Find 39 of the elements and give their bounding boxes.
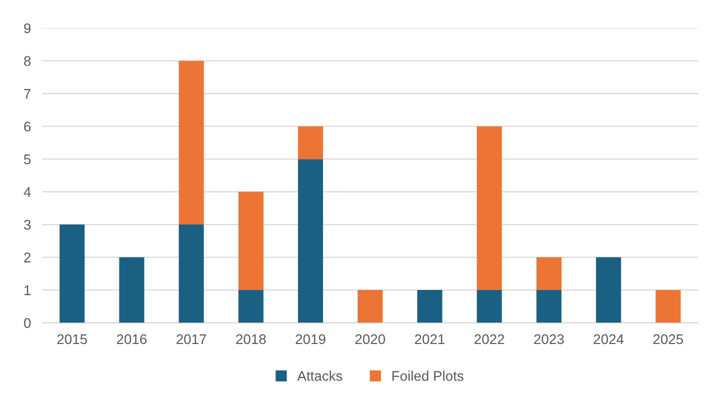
x-tick-label: 2017 (176, 334, 206, 344)
y-tick-label: 9 (24, 23, 31, 34)
y-tick-label: 4 (24, 187, 31, 197)
x-tick-label: 2023 (534, 334, 564, 344)
y-tick-label: 5 (24, 154, 31, 164)
x-tick-label: 2018 (236, 334, 266, 344)
bar (298, 159, 324, 323)
bar (476, 290, 502, 323)
y-tick-label: 1 (24, 286, 31, 296)
y-tick-label: 2 (24, 252, 30, 262)
x-tick-label: 2020 (355, 334, 386, 344)
y-tick-label: 3 (24, 220, 31, 230)
legend-label: Foiled Plots (392, 370, 464, 381)
bar (417, 290, 442, 323)
x-tick-label: 2024 (594, 334, 624, 344)
bar (358, 290, 383, 323)
bar (596, 257, 622, 323)
bar (536, 257, 562, 290)
x-tick-label: 2025 (653, 334, 684, 344)
bar (656, 290, 681, 323)
x-tick-label: 2019 (296, 334, 326, 344)
x-tick-label: 2016 (116, 334, 147, 344)
bar (476, 126, 502, 290)
bar (178, 60, 204, 225)
bar (536, 290, 562, 323)
bar (238, 290, 264, 323)
x-tick-label: 2022 (474, 334, 504, 344)
bar (298, 126, 324, 160)
bar (238, 192, 264, 290)
bar (178, 224, 204, 323)
y-tick-label: 0 (24, 318, 31, 328)
x-tick-label: 2021 (414, 334, 444, 344)
bar (119, 257, 144, 323)
y-tick-label: 8 (24, 56, 31, 66)
legend-label: Attacks (297, 370, 342, 381)
y-tick-label: 6 (24, 122, 31, 132)
x-tick-label: 2015 (57, 334, 87, 344)
y-tick-label: 7 (24, 89, 30, 99)
bar (60, 224, 85, 323)
